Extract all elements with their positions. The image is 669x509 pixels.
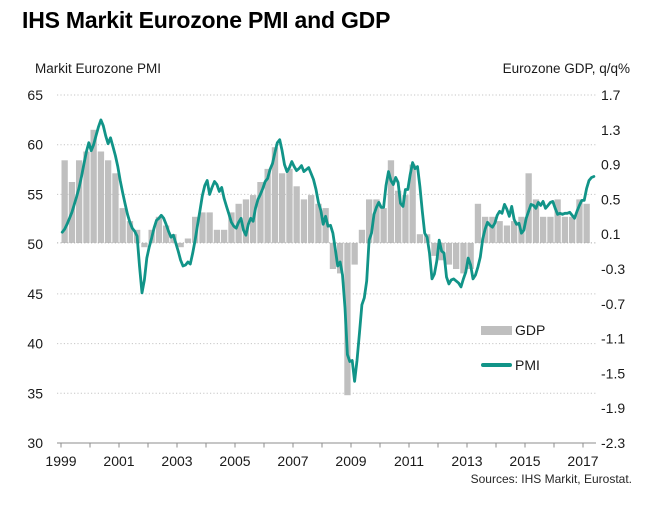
svg-text:2001: 2001 <box>103 453 134 469</box>
svg-text:-1.5: -1.5 <box>601 365 625 381</box>
svg-text:-1.9: -1.9 <box>601 400 625 416</box>
gdp-swatch <box>481 325 512 335</box>
svg-text:-1.1: -1.1 <box>601 331 625 347</box>
svg-text:2009: 2009 <box>335 453 366 469</box>
right-axis-title: Eurozone GDP, q/q% <box>502 61 630 76</box>
left-axis-title: Markit Eurozone PMI <box>35 61 162 76</box>
svg-text:0.5: 0.5 <box>601 191 621 207</box>
legend-item-gdp: GDP <box>481 322 545 338</box>
legend-item-pmi: PMI <box>481 357 545 373</box>
source-note: Sources: IHS Markit, Eurostat. <box>470 472 632 486</box>
svg-text:1.7: 1.7 <box>601 87 621 103</box>
gdp-legend-label: GDP <box>515 322 546 338</box>
svg-text:2005: 2005 <box>219 453 250 469</box>
svg-text:2017: 2017 <box>567 453 598 469</box>
svg-text:2011: 2011 <box>394 453 424 469</box>
pmi-legend-label: PMI <box>515 357 540 373</box>
chart-title: IHS Markit Eurozone PMI and GDP <box>22 7 391 33</box>
svg-text:2007: 2007 <box>277 453 308 469</box>
svg-text:55: 55 <box>27 186 43 202</box>
svg-text:-0.7: -0.7 <box>601 296 625 312</box>
svg-text:40: 40 <box>27 336 43 352</box>
svg-text:35: 35 <box>27 385 43 401</box>
svg-text:0.1: 0.1 <box>601 226 621 242</box>
svg-text:2015: 2015 <box>509 453 540 469</box>
svg-text:-0.3: -0.3 <box>601 261 625 277</box>
pmi-swatch <box>481 363 512 367</box>
svg-text:-2.3: -2.3 <box>601 435 625 451</box>
svg-text:45: 45 <box>27 286 43 302</box>
svg-text:1.3: 1.3 <box>601 122 621 138</box>
svg-text:60: 60 <box>27 137 43 153</box>
svg-text:65: 65 <box>27 87 43 103</box>
svg-text:0.9: 0.9 <box>601 157 621 173</box>
svg-text:50: 50 <box>27 236 43 252</box>
svg-text:30: 30 <box>27 435 43 451</box>
svg-text:2003: 2003 <box>161 453 192 469</box>
svg-text:1999: 1999 <box>45 453 76 469</box>
svg-text:2013: 2013 <box>451 453 482 469</box>
chart-legend: GDP PMI <box>481 322 545 392</box>
